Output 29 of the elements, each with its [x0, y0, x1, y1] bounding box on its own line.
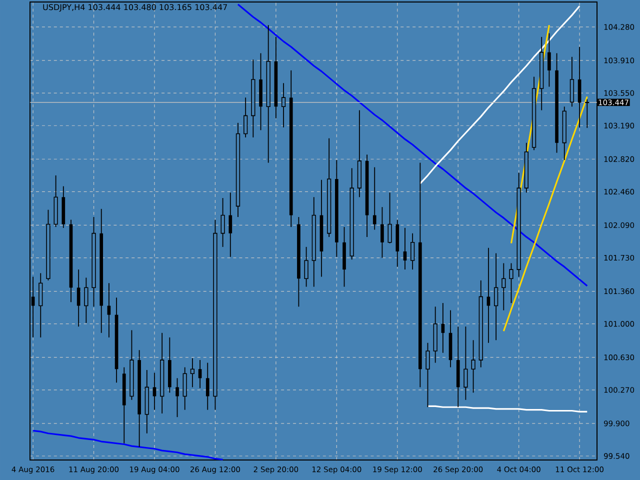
candlestick — [304, 246, 308, 288]
candlestick — [548, 32, 551, 88]
candlestick — [182, 366, 187, 410]
candlestick — [464, 326, 468, 400]
candlestick — [585, 98, 590, 128]
candlestick — [244, 97, 248, 138]
candlestick — [152, 372, 156, 410]
candlestick — [570, 56, 574, 108]
candlestick — [509, 262, 514, 304]
candlestick — [76, 269, 80, 328]
candlestick — [410, 232, 415, 270]
candlestick — [388, 192, 392, 244]
candlestick — [190, 358, 195, 388]
candlestick — [206, 362, 210, 410]
candlestick — [84, 277, 88, 324]
candlestick — [176, 378, 179, 418]
candlestick — [502, 262, 506, 311]
candlestick — [228, 192, 232, 258]
candlestick — [494, 252, 498, 341]
candlestick — [220, 198, 225, 248]
candlestick — [486, 247, 490, 344]
candlestick — [380, 206, 384, 258]
candlestick — [281, 82, 286, 128]
candlestick — [426, 342, 430, 408]
candlestick — [372, 166, 376, 230]
chart-title: USDJPY,H4 103.444 103.480 103.165 103.447 — [43, 4, 227, 12]
line-series — [502, 96, 588, 332]
candlestick — [38, 272, 43, 338]
candlestick — [471, 340, 476, 394]
